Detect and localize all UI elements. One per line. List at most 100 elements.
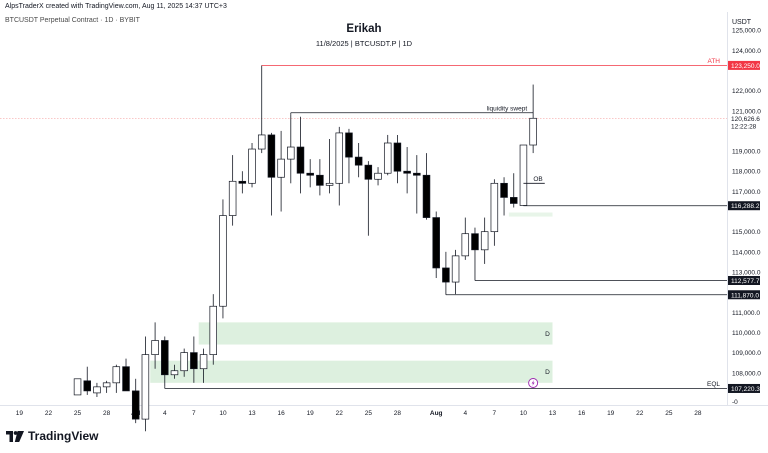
- price-tag-label: 107,220.3: [731, 386, 760, 393]
- level-annotation: liquidity swept: [487, 105, 528, 112]
- chart-title: Erikah: [346, 23, 382, 35]
- candle-body: [519, 144, 528, 206]
- candle-body: [112, 366, 121, 384]
- candle-body: [374, 172, 382, 180]
- candle-body: [364, 164, 373, 180]
- candle-body: [83, 380, 91, 392]
- candle-body: [73, 378, 82, 396]
- candle-body: [267, 134, 276, 178]
- y-tick-label-partial: -0: [732, 399, 738, 406]
- x-tick-label: 13: [549, 410, 557, 417]
- level-annotation: EQL: [707, 381, 720, 388]
- created-by-caption: AlpsTraderX created with TradingView.com…: [5, 3, 227, 10]
- candle-body: [102, 382, 111, 388]
- candle-body: [209, 305, 217, 355]
- x-tick-label: 25: [74, 410, 82, 417]
- candle-body: [335, 132, 344, 184]
- candle-body: [325, 182, 334, 186]
- price-axis-border: [727, 12, 728, 405]
- candle-body: [161, 340, 169, 376]
- candle-body: [199, 354, 208, 370]
- candle-body: [238, 180, 247, 184]
- y-tick-label: 115,000.0: [732, 229, 761, 236]
- x-tick-label: 22: [636, 410, 644, 417]
- demand-zone: [508, 212, 553, 217]
- candle-body: [451, 255, 460, 283]
- candle-body: [287, 146, 295, 160]
- demand-zone: [198, 322, 553, 345]
- countdown-label: 12:22:28: [731, 123, 757, 130]
- zone-label: D: [545, 369, 550, 376]
- candle-body: [180, 352, 188, 372]
- x-tick-label: 4: [463, 410, 467, 417]
- price-tag-background: [728, 60, 760, 70]
- price-tag-background: [728, 383, 760, 393]
- level-annotation: OB: [533, 176, 542, 183]
- candle-body: [442, 267, 450, 283]
- candle-body: [219, 215, 227, 307]
- x-tick-label: 19: [307, 410, 315, 417]
- x-tick-label: 13: [248, 410, 256, 417]
- x-tick-label: 19: [607, 410, 615, 417]
- y-tick-label: 124,000.0: [732, 48, 761, 55]
- price-tag-label: 116,288.2: [731, 203, 760, 210]
- demand-zone: [150, 360, 553, 383]
- candle-body: [529, 117, 537, 146]
- price-tag-background: [728, 275, 760, 285]
- level-annotation: ATH: [707, 58, 720, 65]
- y-tick-label: 121,000.0: [732, 108, 761, 115]
- x-tick-label: 7: [493, 410, 497, 417]
- x-tick-label: 28: [694, 410, 702, 417]
- candle-body: [151, 340, 159, 355]
- bolt-icon: [531, 380, 535, 386]
- y-tick-label: 109,000.0: [732, 350, 761, 357]
- y-tick-label: 119,000.0: [732, 149, 761, 156]
- time-axis-border: [0, 405, 768, 406]
- price-tag-label: 123,250.0: [731, 63, 760, 70]
- price-tag-label: 112,577.7: [731, 278, 760, 285]
- price-tag-background: [728, 290, 760, 300]
- candle-body: [277, 158, 285, 178]
- symbol-legend: BTCUSDT Perpetual Contract · 1D · BYBIT: [5, 17, 140, 24]
- candle-body: [131, 390, 140, 420]
- candle-body: [228, 180, 237, 216]
- tradingview-logo[interactable]: TradingView: [6, 429, 98, 443]
- candle-body: [383, 142, 392, 174]
- candle-body: [403, 170, 411, 174]
- candle-body: [170, 370, 179, 376]
- x-tick-label: 7: [192, 410, 196, 417]
- current-price-label: 120,626.6: [731, 116, 760, 123]
- y-tick-label: 108,000.0: [732, 370, 761, 377]
- candle-body: [257, 134, 266, 150]
- x-tick-label: 16: [277, 410, 285, 417]
- x-tick-label: Aug: [430, 410, 443, 417]
- x-tick-label: 4: [163, 410, 167, 417]
- x-tick-label: 22: [45, 410, 53, 417]
- y-tick-label: 125,000.0: [732, 28, 761, 35]
- tradingview-logo-text: TradingView: [28, 429, 99, 443]
- y-tick-label: 114,000.0: [732, 249, 761, 256]
- x-tick-label: 28: [394, 410, 402, 417]
- candle-body: [471, 233, 479, 251]
- candle-body: [248, 148, 256, 184]
- zone-label: D: [545, 331, 550, 338]
- price-axis-currency: USDT: [732, 19, 752, 26]
- candle-body: [432, 217, 440, 269]
- x-tick-label: 25: [365, 410, 373, 417]
- candle-body: [413, 172, 421, 176]
- candle-body: [141, 354, 150, 420]
- x-tick-label: 10: [219, 410, 227, 417]
- candle-body: [490, 182, 499, 233]
- x-tick-label: 25: [665, 410, 673, 417]
- candle-body: [190, 352, 198, 370]
- candle-body: [122, 366, 130, 392]
- candle-body: [480, 231, 489, 251]
- y-tick-label: 118,000.0: [732, 169, 761, 176]
- candle-body: [393, 142, 402, 172]
- price-tag-background: [728, 201, 760, 211]
- price-tag-label: 111,870.0: [731, 292, 759, 299]
- x-tick-label: 10: [520, 410, 528, 417]
- tradingview-logo-icon: [6, 430, 24, 442]
- x-tick-label: 16: [578, 410, 586, 417]
